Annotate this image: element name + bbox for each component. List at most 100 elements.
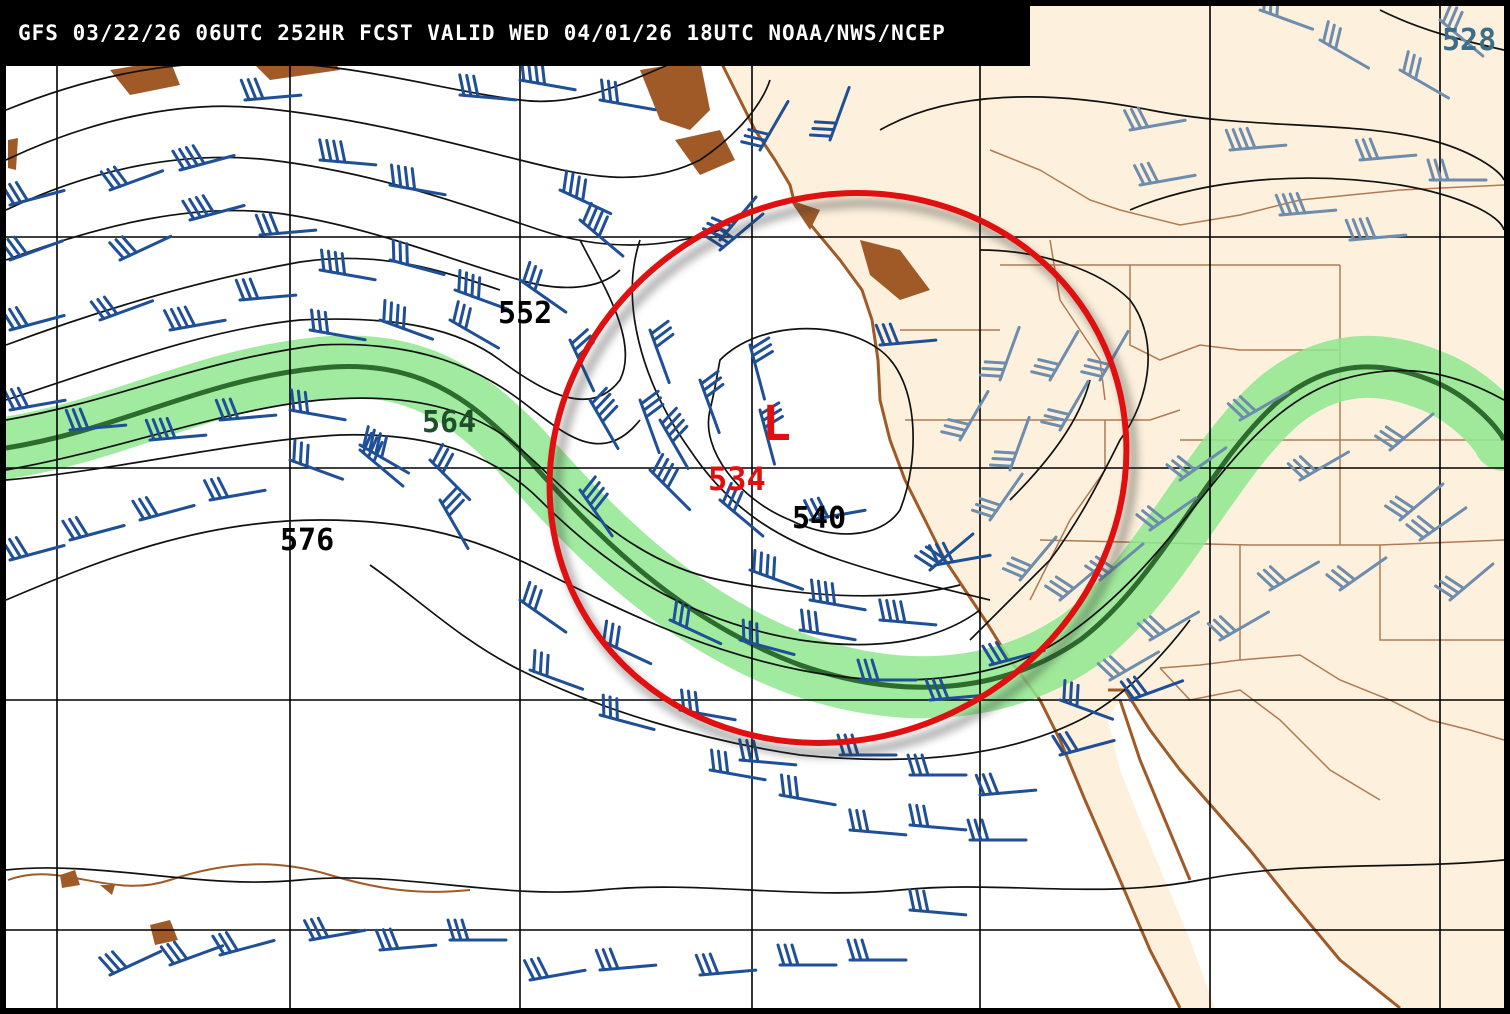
wind-barb-icon xyxy=(648,319,675,385)
wind-barb-icon xyxy=(808,578,867,612)
wind-barb-icon xyxy=(1256,560,1320,592)
wind-barb-icon xyxy=(1398,50,1450,100)
wind-barb-icon xyxy=(989,415,1031,472)
wind-barb-icon xyxy=(428,442,472,502)
wind-barb-icon xyxy=(588,386,620,450)
wind-barb-icon xyxy=(163,305,227,332)
wind-barb-icon xyxy=(358,431,405,488)
wind-barb-icon xyxy=(558,169,613,216)
wind-barb-icon xyxy=(658,406,690,470)
hawaii-coast xyxy=(7,863,471,893)
wind-barb-icon xyxy=(1438,6,1485,58)
wind-barb-icon xyxy=(1226,390,1290,422)
wind-barb-icon xyxy=(214,397,278,422)
wind-barb-icon xyxy=(878,598,938,627)
wind-barb-icon xyxy=(1318,20,1370,70)
wind-barb-icon xyxy=(1058,679,1115,721)
wind-barb-icon xyxy=(568,328,596,393)
wind-barb-icon xyxy=(446,918,508,942)
wind-barb-icon xyxy=(638,389,665,455)
wind-barb-icon xyxy=(61,516,126,542)
wind-barb-icon xyxy=(6,386,67,412)
wind-barb-icon xyxy=(6,306,66,332)
wind-barb-icon xyxy=(738,618,796,656)
wind-barb-icon xyxy=(288,388,347,422)
forecast-header: GFS 03/22/26 06UTC 252HR FCST VALID WED … xyxy=(0,0,1030,66)
wind-barb-icon xyxy=(518,580,568,634)
wind-barbs-ocean xyxy=(6,58,1185,982)
wind-barb-icon xyxy=(518,260,568,314)
contour-label-528: 528 xyxy=(1442,23,1496,58)
wind-barb-icon xyxy=(98,949,163,977)
wind-barb-icon xyxy=(1325,556,1388,592)
wind-barb-icon xyxy=(708,748,767,782)
wind-barb-icon xyxy=(848,808,908,837)
wind-barb-icon xyxy=(159,940,225,967)
wind-barb-icon xyxy=(1286,450,1350,482)
wind-barb-icon xyxy=(803,496,867,522)
wind-barb-icon xyxy=(181,194,246,222)
wind-barb-icon xyxy=(1405,506,1468,542)
wind-barb-icon xyxy=(6,235,65,262)
wind-barb-icon xyxy=(979,325,1021,382)
wind-barb-icon xyxy=(648,452,692,512)
wind-barb-icon xyxy=(438,486,470,550)
wind-barb-icon xyxy=(448,300,500,350)
wind-barb-icon xyxy=(694,952,758,977)
wind-barb-icon xyxy=(966,818,1028,842)
wind-barb-icon xyxy=(1384,482,1445,522)
wind-barb-icon xyxy=(108,234,173,262)
wind-barb-icon xyxy=(718,481,765,538)
wind-barb-icon xyxy=(1224,126,1288,152)
wind-barb-icon xyxy=(1258,6,1315,31)
wind-barb-icon xyxy=(131,496,196,522)
wind-barb-icon xyxy=(1374,412,1435,452)
annotation-circle xyxy=(546,190,1130,746)
wind-barb-icon xyxy=(668,599,723,646)
wind-barb-icon xyxy=(64,407,128,432)
wind-barb-icon xyxy=(1133,161,1197,187)
wind-barb-icon xyxy=(1001,535,1058,582)
wind-barb-icon xyxy=(874,322,938,347)
low-pressure-icon: L xyxy=(762,396,791,452)
contour-label-576: 576 xyxy=(280,523,334,558)
wind-barb-icon xyxy=(234,277,298,302)
wind-barb-icon xyxy=(928,541,992,567)
wind-barb-icon xyxy=(171,144,236,172)
wind-barb-icon xyxy=(758,401,784,466)
wind-barb-icon xyxy=(1426,158,1488,182)
wind-barb-icon xyxy=(358,425,410,475)
wind-barb-icon xyxy=(940,390,990,442)
wind-barb-icon xyxy=(388,163,447,197)
wind-barb-icon xyxy=(99,165,165,192)
wind-barb-icon xyxy=(1119,675,1185,702)
wind-barb-icon xyxy=(203,476,267,502)
wind-barb-icon xyxy=(1206,610,1270,642)
wind-barb-icon xyxy=(1274,191,1338,217)
wind-barb-icon xyxy=(594,947,658,972)
wind-barb-icon xyxy=(1136,610,1200,642)
wind-barb-icon xyxy=(528,649,585,691)
wind-barb-icon xyxy=(798,608,857,642)
wind-barb-icon xyxy=(578,475,614,538)
wind-barb-icon xyxy=(318,248,377,282)
wind-barb-icon xyxy=(809,85,851,142)
wind-barb-icon xyxy=(318,138,378,167)
wind-barb-icon xyxy=(239,77,303,102)
wind-barb-icon xyxy=(374,927,438,952)
wind-barb-icon xyxy=(598,693,656,731)
wind-barb-icon xyxy=(740,100,790,152)
wind-barb-icon xyxy=(598,78,657,112)
wind-barb-icon xyxy=(1354,137,1418,162)
wind-barb-icon xyxy=(974,772,1038,797)
low-center-value: 534 xyxy=(708,460,766,498)
wind-barb-icon xyxy=(748,549,805,591)
wind-barb-icon xyxy=(1030,330,1080,382)
wind-barb-icon xyxy=(778,773,837,807)
wind-barb-icon xyxy=(1080,330,1130,382)
wind-barb-icon xyxy=(1434,562,1495,602)
wind-barb-icon xyxy=(698,369,725,435)
wind-barb-icon xyxy=(1096,650,1160,682)
wind-barb-icon xyxy=(523,956,587,982)
